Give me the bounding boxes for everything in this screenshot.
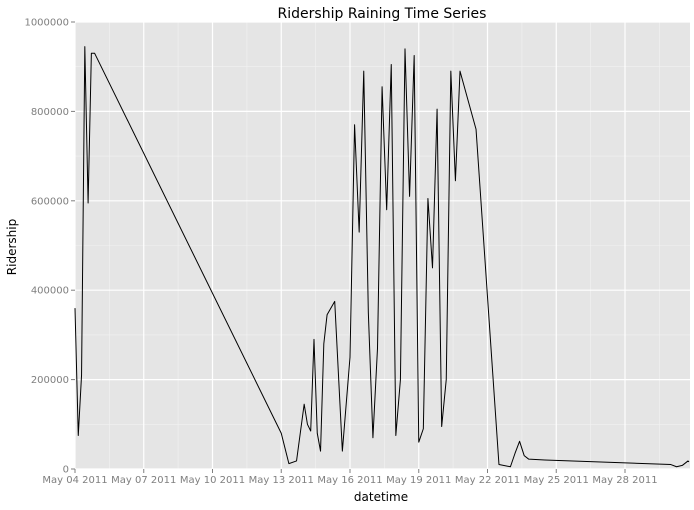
x-axis-title: datetime	[354, 490, 408, 504]
y-tick-label: 800000	[31, 107, 69, 118]
major-grid-lines	[74, 21, 690, 470]
x-tick-label: May 04 2011	[42, 475, 107, 486]
y-tick-label: 400000	[31, 286, 69, 297]
x-tick-label: May 13 2011	[249, 475, 314, 486]
x-tick-label: May 07 2011	[111, 475, 176, 486]
x-tick-label: May 10 2011	[180, 475, 245, 486]
x-tick-label: May 22 2011	[455, 475, 520, 486]
y-tick-label: 0	[63, 465, 69, 476]
series-layer	[74, 46, 690, 468]
x-tick-label: May 25 2011	[524, 475, 589, 486]
x-tick-label: May 16 2011	[317, 475, 382, 486]
chart-title: Ridership Raining Time Series	[278, 6, 487, 22]
y-axis-title: Ridership	[5, 219, 19, 275]
y-tick-label: 1000000	[24, 18, 69, 29]
x-tick-label: May 28 2011	[592, 475, 657, 486]
y-axis-ticks: 0 200000 400000 600000 800000 1000000	[24, 18, 75, 476]
minor-grid-lines	[75, 22, 690, 469]
y-tick-label: 600000	[31, 196, 69, 207]
series-line	[74, 46, 690, 468]
x-tick-label: May 19 2011	[386, 475, 451, 486]
x-axis-ticks: May 04 2011 May 07 2011 May 10 2011 May 13 …	[42, 469, 658, 486]
y-tick-label: 200000	[31, 375, 69, 386]
